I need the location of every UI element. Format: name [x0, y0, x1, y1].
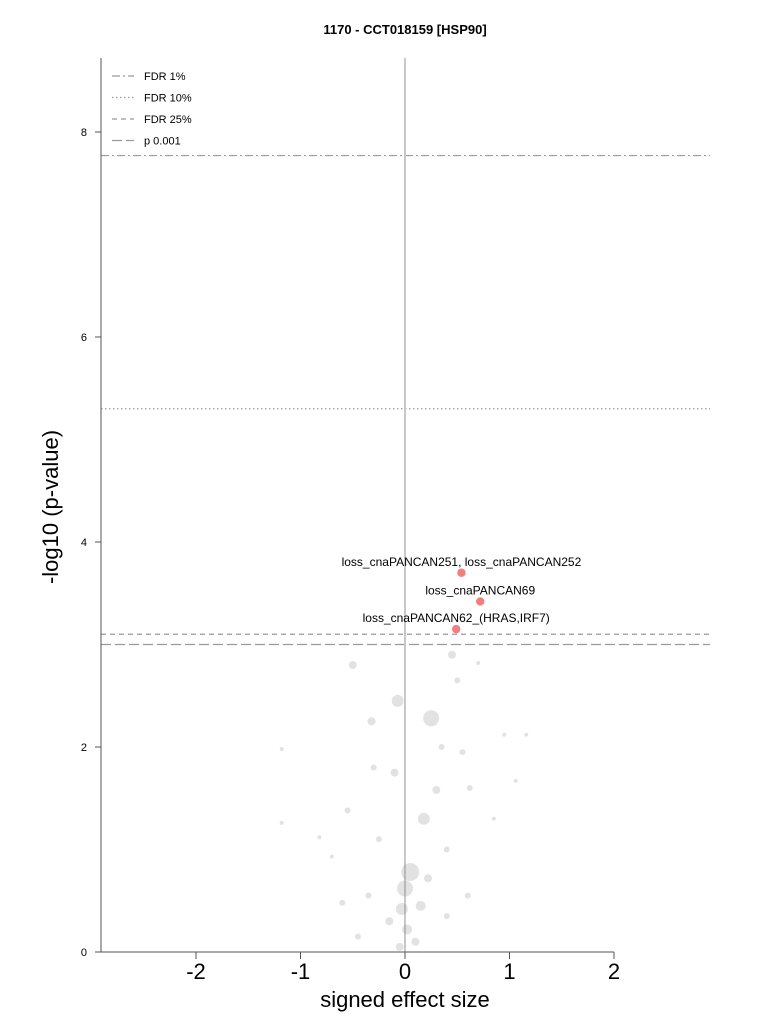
data-point [459, 749, 466, 756]
y-tick-label: 2 [81, 742, 87, 754]
data-point [365, 892, 372, 899]
data-point [375, 836, 382, 843]
data-point [391, 694, 404, 707]
data-point [443, 846, 450, 853]
data-point [385, 917, 394, 926]
y-axis-label: -log10 (p-value) [38, 430, 63, 584]
data-point [464, 892, 471, 899]
data-point [339, 899, 346, 906]
legend-label-0: FDR 1% [144, 71, 186, 83]
data-point [395, 942, 404, 951]
data-point [448, 650, 457, 659]
data-point [367, 717, 376, 726]
data-point [476, 660, 481, 665]
legend: FDR 1% FDR 10% FDR 25% p 0.001 [112, 71, 192, 148]
data-point [423, 874, 432, 883]
data-point [402, 924, 413, 935]
highlighted-point-0 [457, 568, 466, 577]
point-label-0: loss_cnaPANCAN251, loss_cnaPANCAN252 [342, 555, 582, 569]
legend-label-3: p 0.001 [144, 136, 181, 148]
data-point [423, 710, 440, 727]
data-point [432, 786, 441, 795]
highlighted-point-2 [452, 624, 461, 634]
y-tick-label: 8 [81, 127, 87, 139]
y-tick-label: 0 [81, 947, 87, 959]
legend-label-2: FDR 25% [144, 114, 192, 126]
background-points [279, 650, 529, 951]
data-point [390, 768, 399, 777]
x-axis-ticks: -2 -1 0 1 2 [186, 952, 620, 984]
x-tick-label: -2 [186, 959, 206, 984]
highlighted-points [452, 568, 485, 634]
data-point [317, 835, 322, 840]
data-point [354, 933, 361, 940]
data-point [348, 661, 357, 669]
data-point [370, 764, 377, 771]
x-tick-label: 1 [503, 959, 515, 984]
point-label-1: loss_cnaPANCAN69 [425, 583, 535, 597]
data-point [401, 863, 420, 882]
data-point [454, 677, 461, 684]
highlighted-point-1 [476, 597, 485, 606]
data-point [397, 880, 413, 897]
chart-title: 1170 - CCT018159 [HSP90] [323, 22, 486, 37]
point-annotations: loss_cnaPANCAN251, loss_cnaPANCAN252loss… [342, 555, 582, 625]
point-label-2: loss_cnaPANCAN62_(HRAS,IRF7) [363, 611, 550, 625]
data-point [417, 812, 430, 825]
data-point [279, 820, 284, 825]
y-tick-label: 4 [81, 537, 87, 549]
x-tick-label: 2 [608, 959, 620, 984]
data-point [438, 744, 445, 750]
y-axis-ticks: 0 2 4 6 8 [81, 127, 101, 959]
data-point [344, 807, 351, 814]
data-point [279, 747, 284, 752]
y-tick-label: 6 [81, 332, 87, 344]
data-point [415, 900, 426, 911]
legend-label-1: FDR 10% [144, 93, 192, 105]
x-tick-label: -1 [291, 959, 311, 984]
x-tick-label: 0 [399, 959, 411, 984]
data-point [329, 854, 334, 859]
data-point [491, 816, 496, 821]
data-point [502, 732, 507, 737]
data-point [466, 785, 473, 791]
data-point [513, 778, 518, 783]
data-point [411, 937, 420, 946]
data-point [395, 902, 408, 915]
data-point [524, 732, 529, 737]
x-axis-label: signed effect size [320, 987, 490, 1012]
data-point [443, 913, 450, 920]
